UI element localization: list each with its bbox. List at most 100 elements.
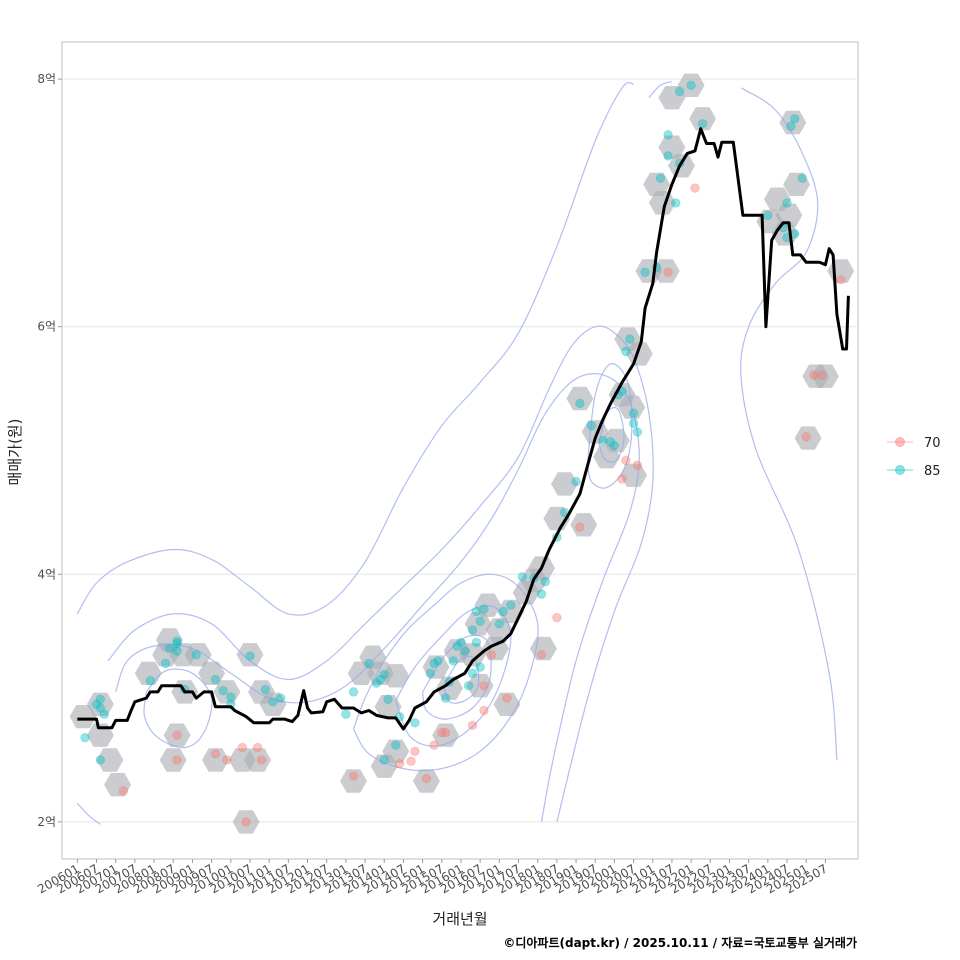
hex-bin [493, 692, 521, 716]
y-tick-label: 4억 [37, 567, 56, 581]
hex-bin [658, 86, 686, 110]
y-axis: 2억 4억 6억 8억 [37, 72, 62, 829]
x-axis: 2006012006072007012007072008012008072009… [35, 859, 830, 897]
point-70 [429, 740, 439, 750]
hex-bin [201, 748, 229, 772]
hex-bin [184, 643, 212, 667]
point-85 [763, 210, 773, 221]
point-85 [517, 572, 528, 582]
point-70 [552, 612, 562, 623]
y-tick-label: 8억 [37, 72, 56, 86]
point-70 [440, 728, 451, 738]
point-85 [429, 658, 439, 669]
point-70 [172, 755, 182, 765]
point-85 [609, 440, 620, 451]
point-85 [440, 693, 451, 703]
density-contour [648, 81, 673, 99]
y-tick-label: 2억 [37, 815, 56, 829]
point-85 [640, 267, 650, 277]
density-contour [395, 605, 512, 747]
point-85 [506, 600, 516, 610]
point-70 [467, 720, 478, 731]
hex-bin [620, 463, 648, 487]
density-contour [587, 362, 633, 489]
point-85 [663, 130, 673, 140]
point-70 [348, 771, 359, 781]
point-70 [809, 370, 819, 380]
point-85 [145, 676, 155, 686]
point-85 [536, 589, 547, 599]
hex-bin [259, 692, 287, 716]
hex-bin [485, 618, 513, 642]
point-85 [433, 656, 443, 666]
y-axis-title: 매매가(원) [6, 419, 24, 486]
point-85 [226, 692, 236, 702]
point-85 [571, 476, 581, 487]
hex-bin [382, 664, 410, 688]
point-85 [99, 709, 109, 719]
density-contour [76, 802, 101, 825]
hex-bin [551, 472, 578, 496]
point-85 [448, 656, 458, 666]
point-70 [172, 730, 182, 740]
hex-bin [163, 723, 191, 747]
legend-label-85: 85 [924, 464, 941, 479]
point-70 [621, 455, 631, 466]
point-70 [486, 650, 497, 660]
point-85 [452, 641, 462, 651]
point-85 [172, 646, 182, 656]
point-85 [348, 687, 359, 697]
point-85 [586, 421, 597, 431]
point-70 [241, 817, 251, 827]
hex-bin [236, 643, 264, 667]
point-85 [460, 646, 470, 656]
point-70 [801, 432, 811, 442]
density-contour [143, 668, 213, 749]
point-85 [786, 121, 796, 131]
hex-bin [104, 773, 132, 797]
hex-bin [689, 107, 717, 131]
hex-bin [340, 769, 367, 793]
point-85 [494, 619, 505, 629]
density-contour [422, 634, 492, 720]
point-70 [237, 742, 247, 753]
point-85 [463, 680, 474, 691]
point-85 [172, 638, 182, 649]
point-70 [256, 755, 267, 765]
legend-key-85 [895, 465, 905, 475]
point-85 [341, 709, 351, 719]
hex-bin [459, 643, 486, 667]
point-85 [663, 151, 673, 161]
point-70 [502, 693, 512, 703]
point-70 [406, 756, 416, 766]
point-85 [379, 755, 389, 765]
hex-bin [570, 513, 598, 537]
hex-bin [86, 723, 114, 747]
hex-bin [779, 110, 807, 135]
hex-bin [464, 612, 492, 636]
hex-bin [232, 810, 260, 834]
point-85 [410, 718, 420, 728]
point-70 [617, 474, 627, 484]
point-70 [210, 749, 221, 759]
point-85 [625, 334, 635, 344]
hex-bin [566, 386, 594, 411]
point-85 [260, 684, 271, 695]
point-85 [218, 685, 228, 696]
hex-bin [581, 420, 609, 444]
hex-bin [370, 754, 398, 778]
legend-label-70: 70 [924, 436, 941, 451]
hex-bin [658, 135, 686, 159]
point-85 [268, 697, 278, 707]
point-85 [191, 650, 201, 660]
point-85 [628, 418, 639, 428]
point-85 [95, 755, 106, 765]
hex-bin [69, 705, 97, 729]
point-70 [575, 522, 585, 532]
point-85 [91, 699, 102, 709]
point-85 [632, 427, 643, 437]
hex-bin [794, 426, 822, 450]
point-70 [690, 183, 700, 193]
point-85 [383, 694, 393, 705]
point-70 [836, 274, 846, 285]
